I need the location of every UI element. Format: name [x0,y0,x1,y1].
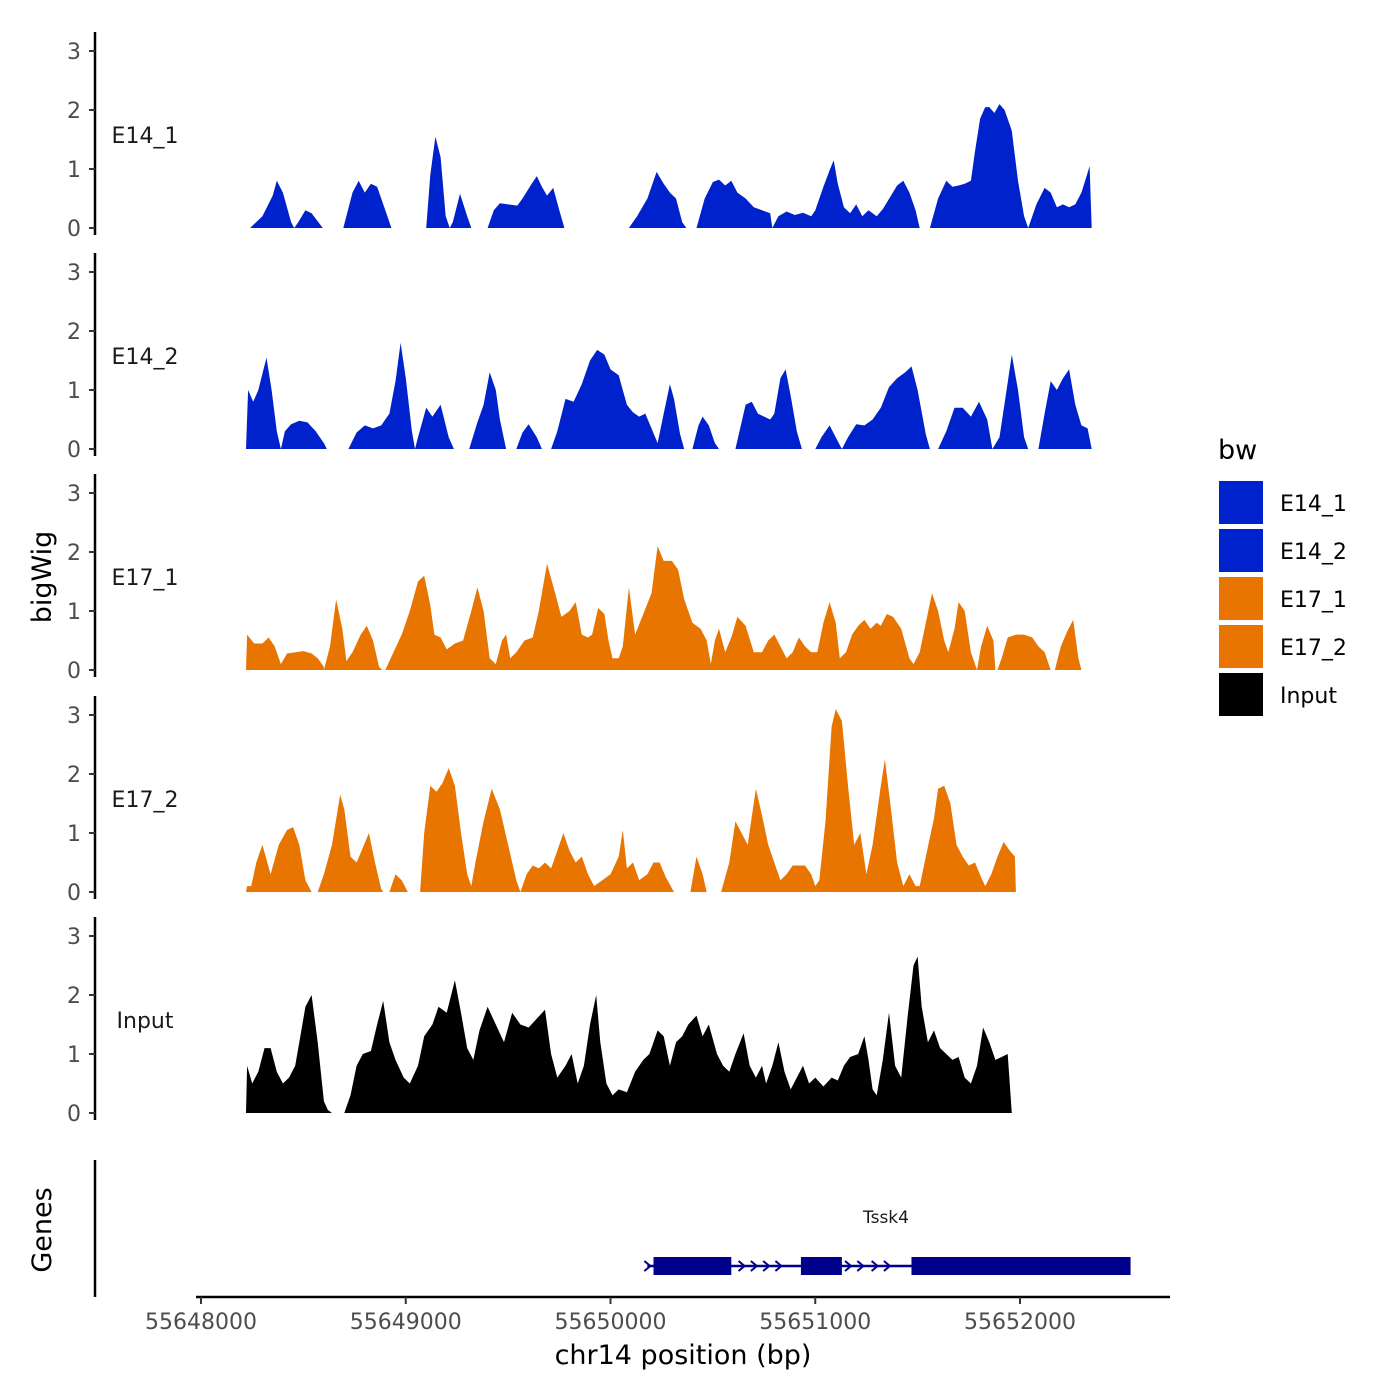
strand-arrow [774,1260,783,1272]
legend-swatch [1219,673,1263,716]
y-tick-label: 1 [67,1043,81,1068]
x-axis-title: chr14 position (bp) [555,1340,812,1371]
legend-swatch [1219,577,1263,620]
legend-item-input: Input [1219,673,1337,716]
legend-label: E14_1 [1280,492,1347,517]
track-e14_1: 0 1 2 3 E14_1 [67,32,1092,242]
gene-exon [800,1257,842,1275]
track-e17_2: 0 1 2 3 E17_2 [67,696,1016,906]
y-tick-label: 3 [67,925,81,950]
legend-item-e17_1: E17_1 [1219,577,1347,620]
legend-label: E17_2 [1280,636,1347,661]
y-tick-label: 2 [67,541,81,566]
legend-item-e14_1: E14_1 [1219,481,1347,524]
y-tick-label: 2 [67,763,81,788]
gene-exon [653,1257,732,1275]
y-tick-label: 0 [67,438,81,463]
y-tick-label: 2 [67,99,81,124]
track-input: 0 1 2 3 Input [67,917,1012,1127]
genes-panel: Tssk4 [93,1160,1131,1297]
track-label: E17_2 [112,788,179,813]
coverage-area-e14_2 [246,342,1092,449]
strand-arrow [856,1260,865,1272]
legend-swatch [1219,529,1263,572]
y-axis-title: bigWig [27,531,58,624]
track-label: E14_2 [112,345,179,370]
x-tick-label: 55650000 [555,1310,667,1335]
legend-label: E14_2 [1280,540,1347,565]
strand-arrow [643,1260,652,1272]
gene-label: Tssk4 [862,1208,909,1228]
strand-arrow [870,1260,880,1272]
y-tick-label: 2 [67,320,81,345]
x-tick-label: 55652000 [964,1310,1076,1335]
legend-label: Input [1280,684,1337,709]
coverage-tracks: 0 1 2 3 E14_1 0 1 2 3 E14_2 0 1 2 3 E17_1 0 1 2 3 E17_2 0 1 2 3… [67,32,1092,1127]
y-tick-label: 3 [67,261,81,286]
x-axis: 55648000 55649000 55650000 55651000 55652000 [145,1295,1170,1335]
legend-item-e17_2: E17_2 [1219,625,1347,668]
track-label: Input [117,1009,174,1034]
y-tick-label: 1 [67,600,81,625]
strand-arrow [762,1260,771,1272]
coverage-area-e17_1 [246,546,1082,670]
y-tick-label: 3 [67,482,81,507]
genes-axis-title: Genes [27,1187,58,1272]
legend: bw E14_1 E14_2 E17_1 E17_2 Input [1218,435,1347,716]
y-tick-label: 1 [67,379,81,404]
y-tick-label: 3 [67,40,81,65]
strand-arrow [737,1260,747,1272]
y-tick-label: 1 [67,822,81,847]
y-tick-label: 0 [67,659,81,684]
track-e14_2: 0 1 2 3 E14_2 [67,253,1092,463]
track-label: E17_1 [112,566,179,591]
y-tick-label: 0 [67,1102,81,1127]
coverage-area-input [246,956,1012,1113]
coverage-area-e17_2 [246,709,1016,892]
y-tick-label: 2 [67,984,81,1009]
y-tick-label: 1 [67,158,81,183]
y-tick-label: 0 [67,217,81,242]
strand-arrow [883,1260,892,1272]
track-e17_1: 0 1 2 3 E17_1 [67,474,1082,684]
y-tick-label: 0 [67,881,81,906]
legend-item-e14_2: E14_2 [1219,529,1347,572]
legend-swatch [1219,481,1263,524]
legend-label: E17_1 [1280,588,1347,613]
legend-swatch [1219,625,1263,668]
x-tick-label: 55648000 [145,1310,257,1335]
gene-exon [911,1257,1131,1275]
track-label: E14_1 [112,124,179,149]
x-tick-label: 55649000 [350,1310,462,1335]
strand-arrow [844,1260,853,1272]
gene-tssk4: Tssk4 [643,1208,1131,1275]
coverage-area-e14_1 [250,104,1092,228]
x-tick-label: 55651000 [759,1310,871,1335]
y-tick-label: 3 [67,704,81,729]
legend-title: bw [1218,435,1257,466]
strand-arrow [750,1260,759,1272]
